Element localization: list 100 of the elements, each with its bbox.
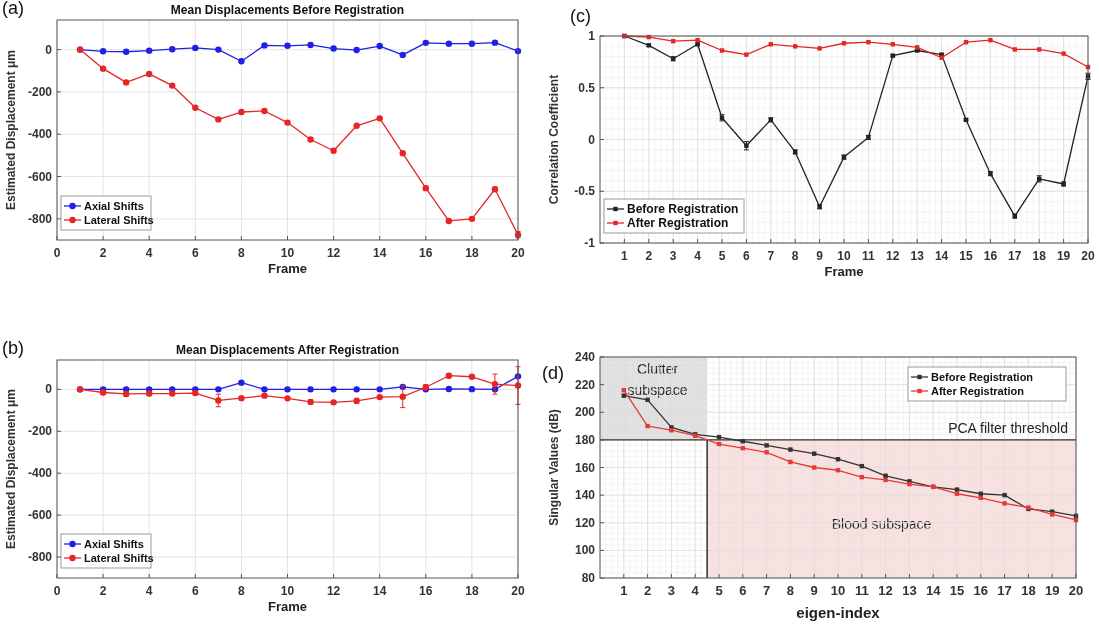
x-axis-title: Frame xyxy=(824,264,864,279)
x-tick-label: 1 xyxy=(621,249,629,263)
x-tick-label: 18 xyxy=(465,584,479,598)
x-tick-label: 8 xyxy=(786,583,795,598)
legend-label: Lateral Shifts xyxy=(84,552,154,564)
legend-label: Lateral Shifts xyxy=(84,214,154,226)
y-tick-label: -200 xyxy=(27,84,53,99)
legend-label: Axial Shifts xyxy=(84,200,144,212)
x-tick-label: 20 xyxy=(511,246,525,260)
x-tick-label: 17 xyxy=(1008,249,1022,263)
x-tick-label: 5 xyxy=(718,249,726,263)
x-tick-label: 16 xyxy=(983,249,998,263)
x-tick-label: 9 xyxy=(816,249,824,263)
x-tick-label: 14 xyxy=(373,584,387,598)
x-tick-label: 13 xyxy=(910,249,925,263)
y-tick-label: 140 xyxy=(574,488,596,503)
y-tick-label: -400 xyxy=(27,127,53,142)
legend-label: After Registration xyxy=(931,385,1025,397)
x-tick-label: 3 xyxy=(669,249,677,263)
y-tick-label: 160 xyxy=(574,460,596,475)
y-tick-label: 0.5 xyxy=(578,80,596,95)
x-tick-label: 20 xyxy=(1068,583,1084,598)
x-tick-label: 6 xyxy=(739,583,747,598)
x-tick-label: 9 xyxy=(810,583,818,598)
legend-label: Before Registration xyxy=(627,202,739,216)
y-tick-label: -400 xyxy=(27,466,53,481)
y-tick-label: 1 xyxy=(588,29,596,43)
x-tick-label: 18 xyxy=(1032,249,1047,263)
x-tick-label: 2 xyxy=(99,584,107,598)
x-tick-label: 20 xyxy=(511,584,525,598)
x-tick-label: 16 xyxy=(419,246,433,260)
band-label: Blood subspace xyxy=(831,515,932,532)
y-axis-title: Estimated Displacement μm xyxy=(4,49,18,211)
x-tick-label: 17 xyxy=(997,583,1012,598)
y-tick-label: 0 xyxy=(45,382,53,397)
x-tick-label: 4 xyxy=(691,583,700,598)
y-tick-label: -800 xyxy=(27,550,53,565)
y-tick-label: -600 xyxy=(27,508,53,523)
x-tick-label: 15 xyxy=(949,583,965,598)
y-tick-label: 80 xyxy=(581,571,596,585)
y-tick-label: 0 xyxy=(588,132,596,147)
x-tick-label: 14 xyxy=(925,583,942,598)
y-axis-title: Singular Values (dB) xyxy=(547,409,561,526)
x-tick-label: 19 xyxy=(1056,249,1071,263)
y-tick-label: 120 xyxy=(574,515,596,530)
x-tick-label: 3 xyxy=(667,583,676,598)
x-tick-label: 19 xyxy=(1044,583,1060,598)
ref-line-label: PCA filter threshold xyxy=(948,419,1068,436)
legend-label: Before Registration xyxy=(931,371,1034,383)
y-axis-title: Correlation Coefficient xyxy=(547,74,561,205)
x-tick-label: 11 xyxy=(854,583,869,598)
x-tick-label: 18 xyxy=(1021,583,1036,598)
x-tick-label: 10 xyxy=(280,246,295,260)
y-tick-label: 100 xyxy=(574,543,596,558)
text: (c) xyxy=(570,6,591,26)
x-tick-label: 20 xyxy=(1081,249,1095,263)
x-tick-label: 7 xyxy=(762,583,771,598)
y-tick-label: 200 xyxy=(574,405,596,420)
x-tick-label: 4 xyxy=(694,249,702,263)
x-axis-title: Frame xyxy=(267,599,308,614)
y-tick-label: -200 xyxy=(27,424,53,439)
band-label: Clutter subspace xyxy=(627,361,688,398)
x-tick-label: 18 xyxy=(465,246,479,260)
x-tick-label: 2 xyxy=(645,249,653,263)
legend-label: Axial Shifts xyxy=(84,538,144,550)
x-tick-label: 4 xyxy=(145,584,153,598)
chart-title: Mean Displacements After Registration xyxy=(176,343,399,357)
x-tick-label: 4 xyxy=(145,246,153,260)
y-tick-label: -800 xyxy=(27,211,53,226)
y-tick-label: -600 xyxy=(27,169,53,184)
x-tick-label: 10 xyxy=(837,249,851,263)
x-tick-label: 6 xyxy=(191,584,199,598)
y-tick-label: 220 xyxy=(574,377,596,392)
x-tick-label: 15 xyxy=(959,249,973,263)
x-tick-label: 16 xyxy=(419,584,433,598)
x-tick-label: 7 xyxy=(767,249,775,263)
text: (a) xyxy=(2,0,24,18)
x-tick-label: 14 xyxy=(373,246,387,260)
y-axis-title: Estimated Displacement μm xyxy=(4,388,18,550)
chart-title: Mean Displacements Before Registration xyxy=(170,3,405,17)
x-tick-label: 13 xyxy=(902,583,917,598)
text: (d) xyxy=(542,363,564,383)
y-tick-label: 180 xyxy=(574,432,596,447)
x-tick-label: 12 xyxy=(878,583,893,598)
x-tick-label: 11 xyxy=(862,249,876,263)
legend-label: After Registration xyxy=(627,216,729,230)
x-tick-label: 16 xyxy=(973,583,989,598)
x-tick-label: 12 xyxy=(326,246,341,260)
x-tick-label: 10 xyxy=(280,584,295,598)
x-tick-label: 2 xyxy=(643,583,652,598)
x-tick-label: 12 xyxy=(886,249,900,263)
x-axis-title: eigen-index xyxy=(796,604,881,621)
x-tick-label: 8 xyxy=(791,249,799,263)
x-axis-title: Frame xyxy=(267,261,308,276)
x-tick-label: 1 xyxy=(620,583,628,598)
x-tick-label: 5 xyxy=(715,583,723,598)
x-tick-label: 8 xyxy=(238,584,246,598)
y-tick-label: -1 xyxy=(584,236,596,250)
x-tick-label: 2 xyxy=(99,246,107,260)
y-tick-label: 240 xyxy=(574,350,596,364)
